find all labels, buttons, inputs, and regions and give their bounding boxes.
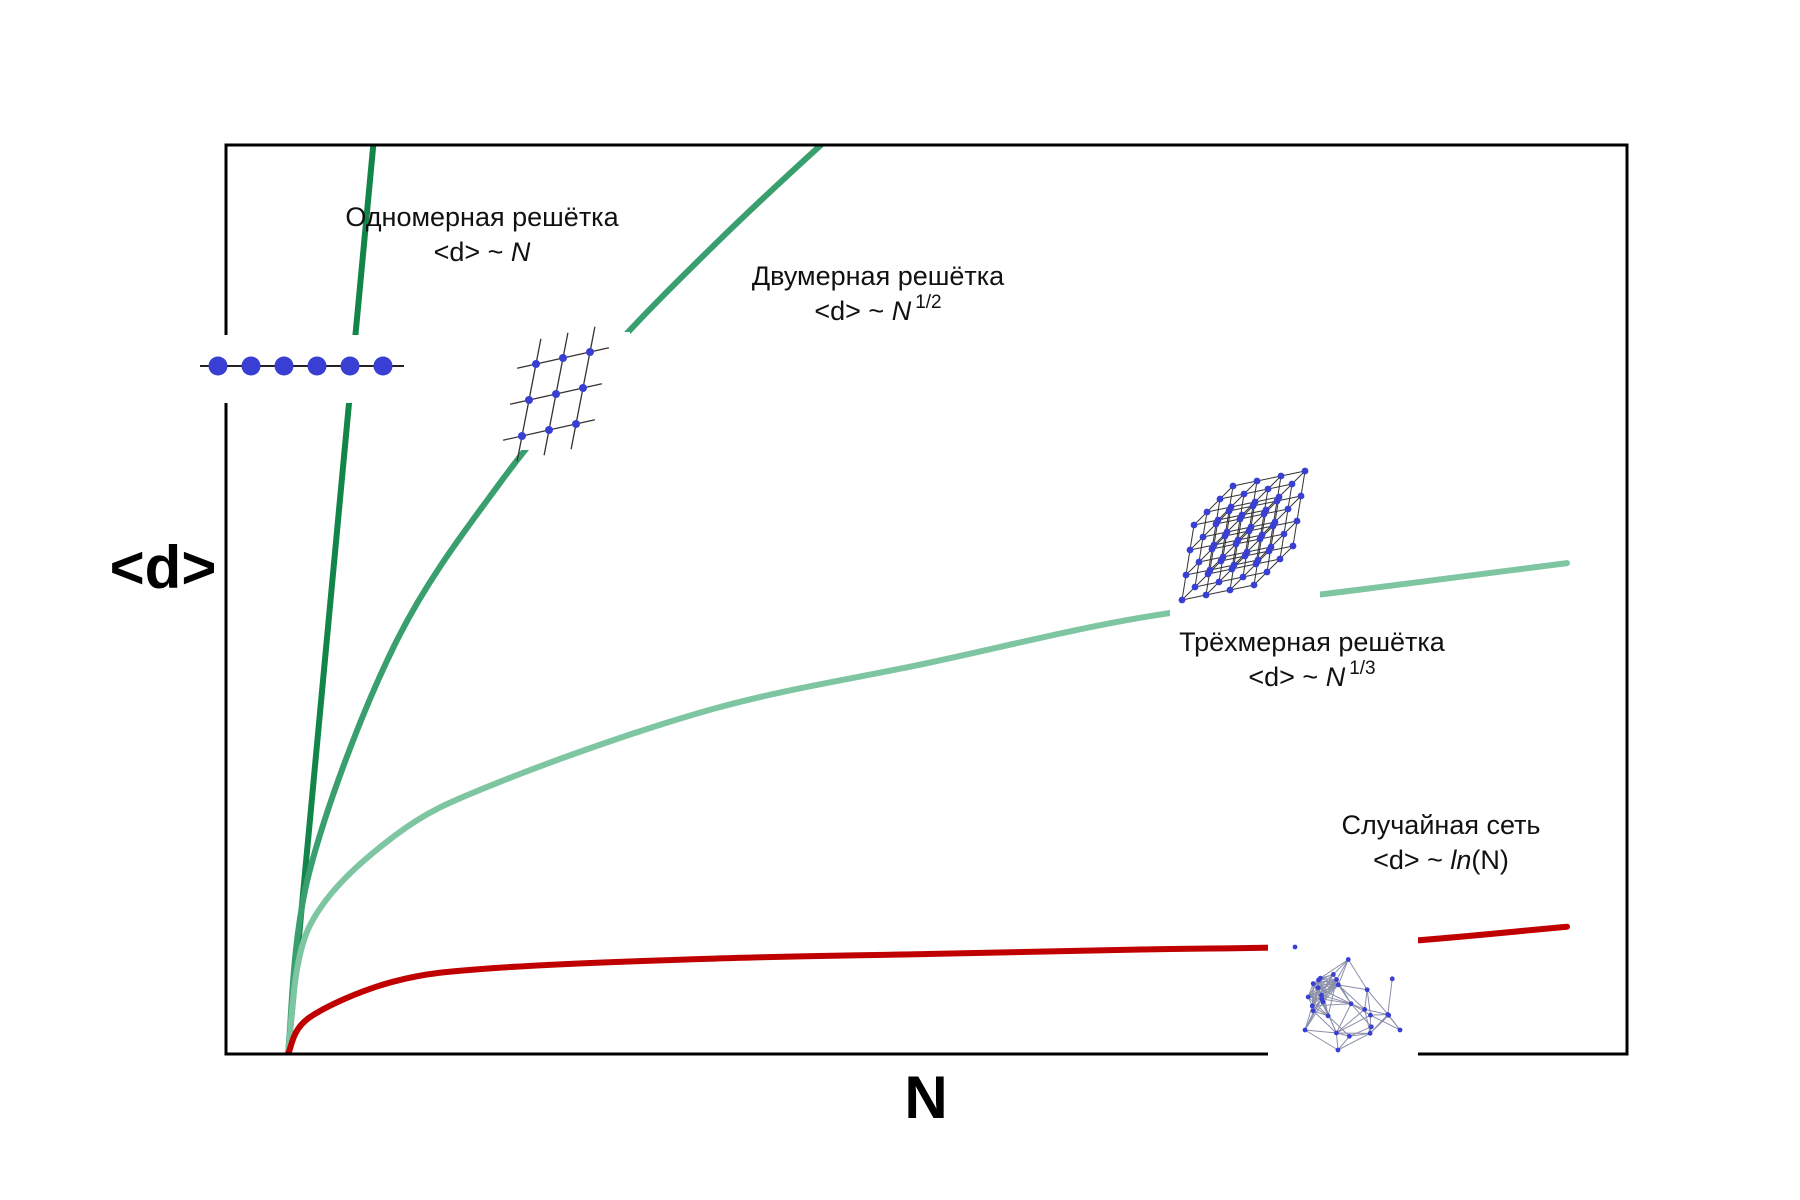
plot-frame xyxy=(224,143,1629,1056)
two-dimensional-lattice-icon xyxy=(502,326,630,462)
labels-layer: Одномерная решётка <d> ~ N Двумерная решёт… xyxy=(345,202,1540,875)
one-dimensional-lattice-icon xyxy=(196,335,410,403)
series-label-random: Случайная сеть <d> ~ ln(N) xyxy=(1341,810,1540,875)
series-label-3d-formula: <d> ~ N 1/3 xyxy=(1248,658,1375,692)
series-label-random-name: Случайная сеть xyxy=(1341,810,1540,840)
icons-layer xyxy=(196,326,1418,1065)
three-dimensional-lattice-icon xyxy=(1170,467,1320,628)
series-label-1d-name: Одномерная решётка xyxy=(345,202,619,232)
series-label-1d-formula: <d> ~ N xyxy=(434,237,531,267)
series-label-2d-formula: <d> ~ N 1/2 xyxy=(814,292,941,326)
series-label-2d-name: Двумерная решётка xyxy=(752,261,1005,291)
series-label-3d-name: Трёхмерная решётка xyxy=(1179,627,1446,657)
series-line-2d xyxy=(285,145,826,1054)
x-axis-title: N xyxy=(904,1064,947,1131)
y-axis-title: <d> xyxy=(110,534,217,601)
series-label-3d: Трёхмерная решётка<d> ~ N 1/3 xyxy=(1179,627,1446,692)
random-network-icon xyxy=(1268,915,1418,1065)
series-label-random-formula: <d> ~ ln(N) xyxy=(1373,845,1509,875)
series-label-2d: Двумерная решётка<d> ~ N 1/2 xyxy=(752,261,1005,326)
curves-layer xyxy=(285,145,1570,1054)
series-line-1d xyxy=(285,145,377,1054)
series-label-1d: Одномерная решётка <d> ~ N xyxy=(345,202,619,267)
